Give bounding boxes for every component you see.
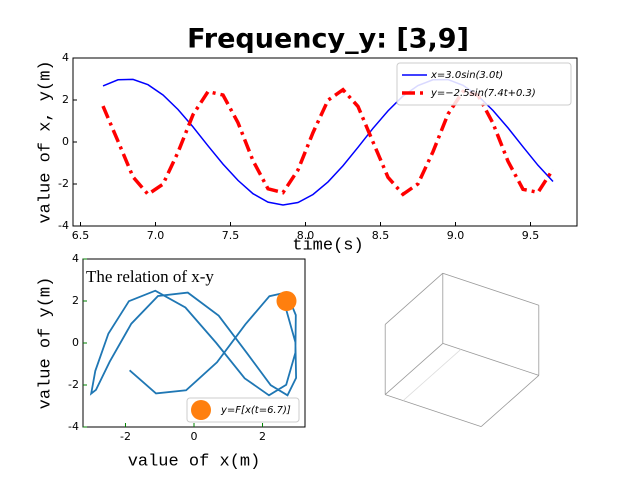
y-tick-label: 0 (62, 135, 69, 148)
y-axis-label: value of x, y(m) (36, 60, 55, 223)
annotation: The relation of x-y (86, 267, 214, 286)
x-tick-label: 9.5 (522, 229, 540, 242)
x-tick-label: 8.0 (297, 229, 315, 242)
marker-point (276, 291, 297, 311)
y-axis-label: value of y(m) (36, 277, 55, 410)
chart-title: Frequency_y: [3,9] (187, 24, 469, 55)
pane-edge (384, 343, 444, 395)
pane-edge (384, 272, 444, 325)
pane-edge (442, 343, 539, 376)
legend-label: y=F[x(t=6.7)] (220, 405, 291, 416)
legend-box (186, 397, 300, 423)
x-tick-label: 2 (259, 430, 266, 443)
y-tick-label: 2 (72, 294, 79, 307)
legend-box (396, 62, 572, 106)
x-tick-label: 7.0 (147, 229, 165, 242)
y-tick-label: -4 (58, 219, 69, 232)
x-tick-label: -2 (120, 430, 131, 443)
x-tick-label: 6.5 (72, 229, 90, 242)
pane-edge (442, 272, 539, 306)
x-tick-label: 7.5 (222, 229, 240, 242)
x-tick-label: 8.5 (372, 229, 390, 242)
y-tick-label: 2 (62, 93, 69, 106)
y-tick-label: -4 (68, 420, 79, 433)
y-tick-label: 4 (62, 51, 69, 64)
y-tick-label: 0 (72, 336, 79, 349)
x-axis-label: value of x(m) (128, 452, 261, 471)
legend-label: x=3.0sin(3.0t) (430, 70, 503, 81)
y-tick-label: 4 (72, 252, 79, 265)
x-tick-label: 0 (191, 430, 198, 443)
x-axis-label: time(s) (292, 236, 363, 255)
y-tick-label: -2 (68, 378, 79, 391)
legend-swatch (191, 400, 211, 420)
data-line (89, 289, 298, 397)
x-tick-label: 9.0 (447, 229, 465, 242)
y-tick-label: -2 (58, 177, 69, 190)
pane-edge (480, 375, 540, 427)
grid-line (402, 349, 462, 401)
pane-edge (385, 394, 482, 427)
legend-label: y=−2.5sin(7.4t+0.3) (430, 88, 536, 99)
